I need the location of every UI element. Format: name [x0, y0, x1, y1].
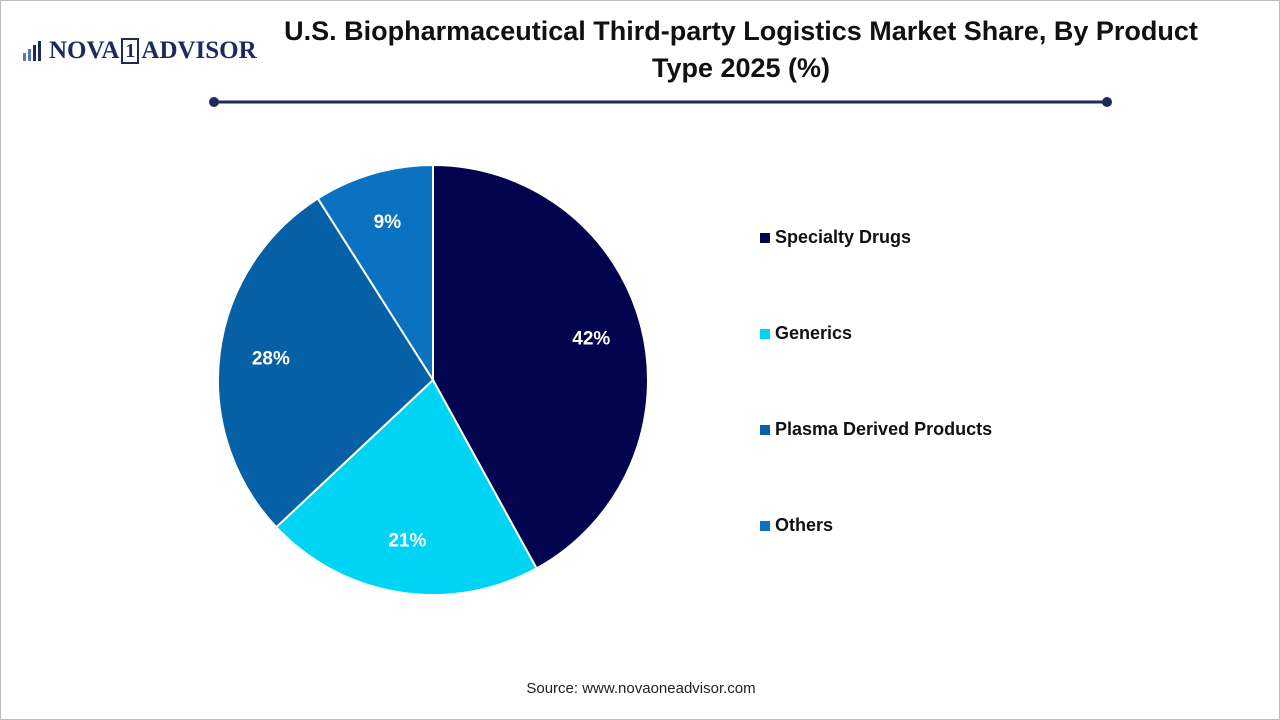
legend-swatch: [760, 425, 770, 435]
pie-slice: [274, 378, 538, 596]
legend-swatch: [760, 329, 770, 339]
legend-label: Others: [775, 515, 833, 535]
rule-dot: [209, 97, 219, 107]
logo-icon: [23, 41, 41, 61]
legend-swatch: [760, 233, 770, 243]
data-label: 21%: [388, 530, 426, 551]
logo-mark: 1: [121, 38, 140, 64]
logo: NOVA 1 ADVISOR: [21, 37, 257, 65]
legend-label: Plasma Derived Products: [775, 419, 992, 439]
rule-dot: [1102, 97, 1112, 107]
chart-title: U.S. Biopharmaceutical Third-party Logis…: [284, 16, 1198, 83]
logo-text: NOVA: [49, 37, 120, 64]
data-label: 42%: [572, 328, 610, 349]
logo-text: ADVISOR: [141, 37, 257, 64]
pie-slice: [217, 197, 435, 529]
pie-slice: [316, 163, 434, 384]
legend-swatch: [760, 521, 770, 531]
pie-slice: [432, 163, 649, 570]
legend-label: Specialty Drugs: [775, 227, 911, 247]
data-label: 28%: [252, 349, 290, 370]
source: Source: www.novaoneadvisor.com: [526, 680, 756, 697]
legend-label: Generics: [775, 323, 852, 343]
data-label: 9%: [374, 212, 402, 233]
